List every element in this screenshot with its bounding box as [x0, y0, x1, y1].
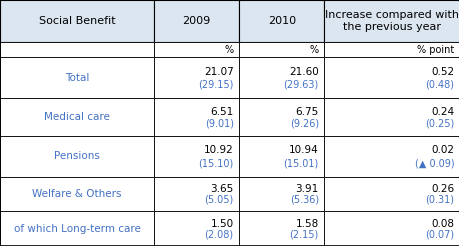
Text: (0.48): (0.48): [425, 80, 453, 90]
Bar: [154, 0, 239, 42]
Text: (29.63): (29.63): [283, 80, 318, 90]
Text: 10.94: 10.94: [288, 145, 318, 155]
Text: (29.15): (29.15): [198, 80, 233, 90]
Text: Welfare & Others: Welfare & Others: [32, 189, 122, 199]
Bar: [154, 57, 239, 98]
Bar: [324, 211, 459, 246]
Text: 10.92: 10.92: [203, 145, 233, 155]
Bar: [154, 98, 239, 136]
Bar: [324, 57, 459, 98]
Text: % point: % point: [416, 45, 453, 55]
Text: (5.05): (5.05): [204, 195, 233, 205]
Bar: [0, 57, 154, 98]
Text: %: %: [309, 45, 318, 55]
Bar: [0, 211, 154, 246]
Text: (2.08): (2.08): [204, 230, 233, 240]
Bar: [239, 0, 324, 42]
Text: 6.51: 6.51: [210, 107, 233, 117]
Text: 6.75: 6.75: [295, 107, 318, 117]
Text: (0.25): (0.25): [424, 118, 453, 128]
Bar: [0, 0, 154, 42]
Text: 3.91: 3.91: [295, 184, 318, 194]
Text: 2009: 2009: [182, 16, 210, 26]
Bar: [239, 57, 324, 98]
Text: Total: Total: [65, 73, 89, 83]
Text: (0.07): (0.07): [425, 230, 453, 240]
Bar: [154, 211, 239, 246]
Text: 21.07: 21.07: [203, 67, 233, 77]
Text: 1.58: 1.58: [295, 219, 318, 229]
Text: (15.10): (15.10): [198, 158, 233, 168]
Text: of which Long-term care: of which Long-term care: [14, 224, 140, 234]
Bar: [0, 98, 154, 136]
Text: Increase compared with
the previous year: Increase compared with the previous year: [325, 10, 458, 32]
Bar: [239, 136, 324, 177]
Bar: [239, 98, 324, 136]
Text: (5.36): (5.36): [289, 195, 318, 205]
Text: (▲ 0.09): (▲ 0.09): [414, 158, 453, 168]
Bar: [0, 42, 154, 57]
Text: Pensions: Pensions: [54, 151, 100, 161]
Bar: [324, 136, 459, 177]
Text: Medical care: Medical care: [44, 112, 110, 122]
Bar: [154, 136, 239, 177]
Text: 0.52: 0.52: [431, 67, 453, 77]
Bar: [239, 177, 324, 211]
Text: 2010: 2010: [267, 16, 295, 26]
Text: (9.26): (9.26): [289, 118, 318, 128]
Text: (0.31): (0.31): [425, 195, 453, 205]
Text: 21.60: 21.60: [288, 67, 318, 77]
Bar: [324, 177, 459, 211]
Bar: [0, 136, 154, 177]
Bar: [154, 42, 239, 57]
Bar: [324, 0, 459, 42]
Bar: [324, 98, 459, 136]
Bar: [154, 177, 239, 211]
Text: 3.65: 3.65: [210, 184, 233, 194]
Bar: [239, 42, 324, 57]
Text: 1.50: 1.50: [210, 219, 233, 229]
Bar: [324, 42, 459, 57]
Text: 0.24: 0.24: [431, 107, 453, 117]
Text: %: %: [224, 45, 233, 55]
Bar: [239, 211, 324, 246]
Text: (15.01): (15.01): [283, 158, 318, 168]
Bar: [0, 177, 154, 211]
Text: Social Benefit: Social Benefit: [39, 16, 115, 26]
Text: 0.02: 0.02: [431, 145, 453, 155]
Text: (9.01): (9.01): [204, 118, 233, 128]
Text: 0.08: 0.08: [431, 219, 453, 229]
Text: (2.15): (2.15): [289, 230, 318, 240]
Text: 0.26: 0.26: [431, 184, 453, 194]
